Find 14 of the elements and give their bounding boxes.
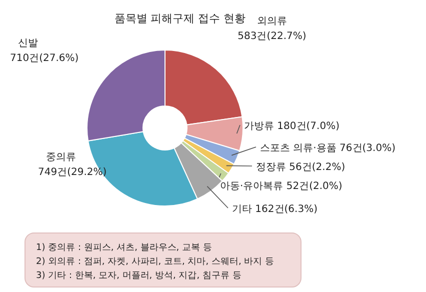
text: 2) 외의류 : 점퍼, 자켓, 사파리, 코트, 치마, 스웨터, 바지 등 — [36, 257, 274, 267]
text: 3) 기타 : 한복, 모자, 머플러, 방석, 지갑, 침구류 등 — [36, 271, 242, 281]
slice-label: 기타 162건(6.3%) — [232, 204, 318, 215]
slice-label: 외의류 — [257, 16, 287, 27]
slice-label: 중의류 — [46, 152, 76, 163]
slice-label: 정장류 56건(2.2%) — [256, 162, 346, 173]
slice-label: 신발 — [18, 38, 38, 49]
slice-label: 가방류 180건(7.0%) — [244, 121, 340, 132]
slice-label: 아동·유아복류 52건(2.0%) — [220, 181, 342, 192]
text: 1) 중의류 : 원피스, 셔츠, 블라우스, 교복 등 — [36, 243, 212, 253]
data-label: 583건(22.7%) — [238, 31, 306, 42]
data-label: 710건(27.6%) — [10, 53, 79, 64]
chart-title: 품목별 피해구제 접수 현황 — [114, 12, 246, 25]
slice-label: 스포츠 의류·용품 76건(3.0%) — [260, 143, 396, 154]
